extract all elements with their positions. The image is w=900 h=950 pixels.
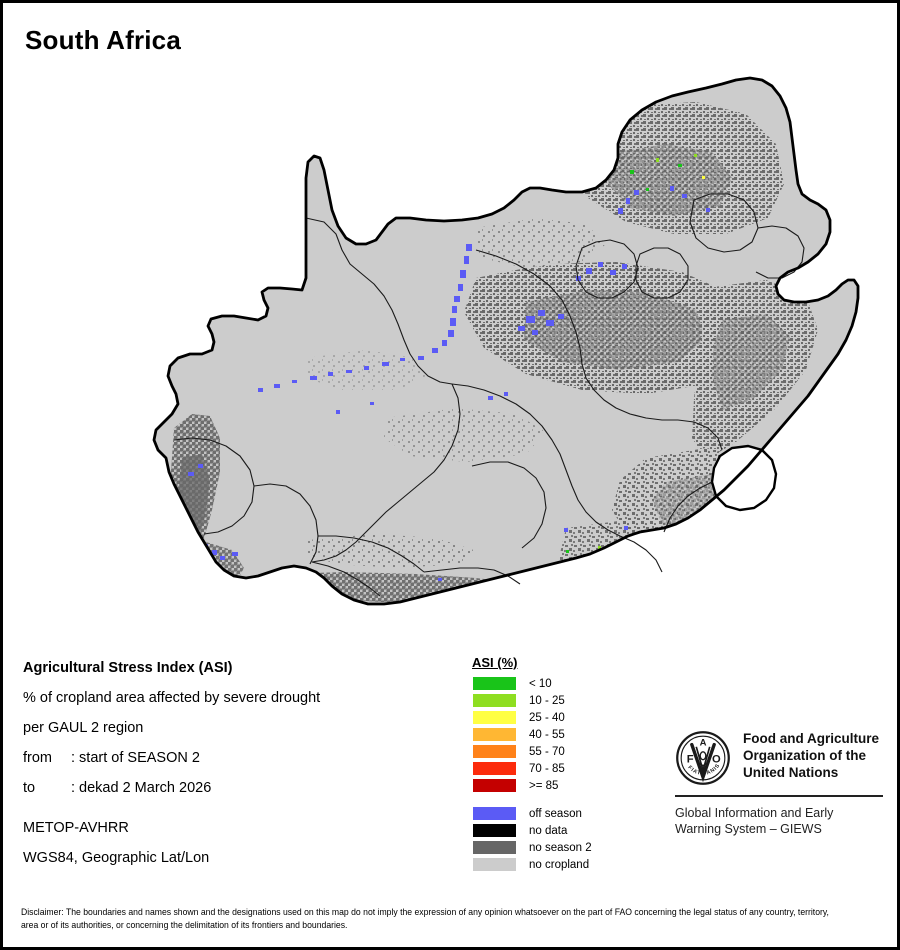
- map-legend: ASI (%) < 10 10 - 25 25 - 40 40 - 55 55 - 70…: [472, 655, 652, 873]
- legend-class-list: < 10 10 - 25 25 - 40 40 - 55 55 - 70 70 - 85 >…: [472, 675, 652, 794]
- info-from-value: : start of SEASON 2: [71, 750, 200, 766]
- lesotho-enclave: [710, 444, 778, 512]
- legend-class-swatch: [472, 676, 517, 691]
- legend-class-swatch: [472, 761, 517, 776]
- legend-special-row[interactable]: no cropland: [472, 856, 652, 873]
- legend-spacer: [472, 794, 652, 805]
- legend-class-label: 70 - 85: [529, 762, 565, 775]
- legend-class-label: 10 - 25: [529, 694, 565, 707]
- legend-special-label: no season 2: [529, 841, 592, 854]
- legend-class-label: < 10: [529, 677, 552, 690]
- legend-class-swatch: [472, 744, 517, 759]
- legend-class-row[interactable]: < 10: [472, 675, 652, 692]
- legend-special-row[interactable]: no data: [472, 822, 652, 839]
- info-sensor: METOP-AVHRR: [23, 820, 129, 836]
- legend-class-label: 40 - 55: [529, 728, 565, 741]
- legend-special-swatch: [472, 823, 517, 838]
- info-subtitle-1: % of cropland area affected by severe dr…: [23, 690, 321, 706]
- fao-org-line-1: Food and Agriculture: [743, 731, 879, 746]
- legend-class-label: 55 - 70: [529, 745, 565, 758]
- legend-special-row[interactable]: no season 2: [472, 839, 652, 856]
- svg-text:F: F: [687, 753, 694, 765]
- map-base-layer: [154, 78, 858, 604]
- off-season-pixels: [188, 186, 710, 581]
- disclaimer-text: Disclaimer: The boundaries and names sho…: [21, 907, 829, 930]
- legend-special-row[interactable]: off season: [472, 805, 652, 822]
- giews-system-name: Global Information and Early Warning Sys…: [675, 805, 885, 837]
- legend-class-label: 25 - 40: [529, 711, 565, 724]
- legend-special-list: off season no data no season 2 no cropland: [472, 805, 652, 873]
- map-info-block: Agricultural Stress Index (ASI) % of cro…: [23, 658, 453, 878]
- info-from-row: from : start of SEASON 2: [23, 748, 453, 768]
- south-africa-map-svg[interactable]: [6, 58, 900, 638]
- page-title: South Africa: [25, 25, 182, 55]
- legend-title: ASI (%): [472, 655, 518, 670]
- legend-special-label: no cropland: [529, 858, 590, 871]
- legend-class-row[interactable]: >= 85: [472, 777, 652, 794]
- legend-class-row[interactable]: 40 - 55: [472, 726, 652, 743]
- info-from-key: from: [23, 750, 52, 766]
- fao-org-line-2: Organization of the: [743, 748, 866, 763]
- legend-class-swatch: [472, 693, 517, 708]
- legend-special-label: off season: [529, 807, 582, 820]
- info-subtitle-2: per GAUL 2 region: [23, 720, 144, 736]
- legend-class-swatch: [472, 710, 517, 725]
- giews-line-1: Global Information and Early: [675, 806, 834, 820]
- info-to-key: to: [23, 780, 36, 796]
- legend-class-row[interactable]: 70 - 85: [472, 760, 652, 777]
- legend-class-swatch: [472, 727, 517, 742]
- info-to-row: to : dekad 2 March 2026: [23, 778, 453, 798]
- svg-text:A: A: [700, 738, 707, 749]
- map-canvas[interactable]: [6, 58, 900, 638]
- fao-org-line-3: United Nations: [743, 765, 839, 780]
- svg-text:O: O: [712, 753, 721, 765]
- legend-class-swatch: [472, 778, 517, 793]
- legend-class-row[interactable]: 55 - 70: [472, 743, 652, 760]
- info-heading: Agricultural Stress Index (ASI): [23, 660, 233, 676]
- fao-divider: [675, 795, 883, 797]
- legend-special-swatch: [472, 840, 517, 855]
- giews-line-2: Warning System – GIEWS: [675, 822, 822, 836]
- legend-special-swatch: [472, 806, 517, 821]
- province-boundaries: [173, 193, 805, 597]
- asi-class-pixels: [566, 154, 705, 553]
- legend-special-swatch: [472, 857, 517, 872]
- fao-emblem-icon: F A O FIAT PANIS: [676, 731, 730, 785]
- legend-class-row[interactable]: 10 - 25: [472, 692, 652, 709]
- legend-class-label: >= 85: [529, 779, 559, 792]
- legend-class-row[interactable]: 25 - 40: [472, 709, 652, 726]
- fao-logo-block: F A O FIAT PANIS Food and Agriculture Or…: [675, 730, 885, 837]
- info-to-value: : dekad 2 March 2026: [71, 780, 212, 796]
- national-boundary: [152, 76, 860, 606]
- info-projection: WGS84, Geographic Lat/Lon: [23, 850, 210, 866]
- legend-special-label: no data: [529, 824, 568, 837]
- fao-organization-name: Food and Agriculture Organization of the…: [743, 730, 879, 781]
